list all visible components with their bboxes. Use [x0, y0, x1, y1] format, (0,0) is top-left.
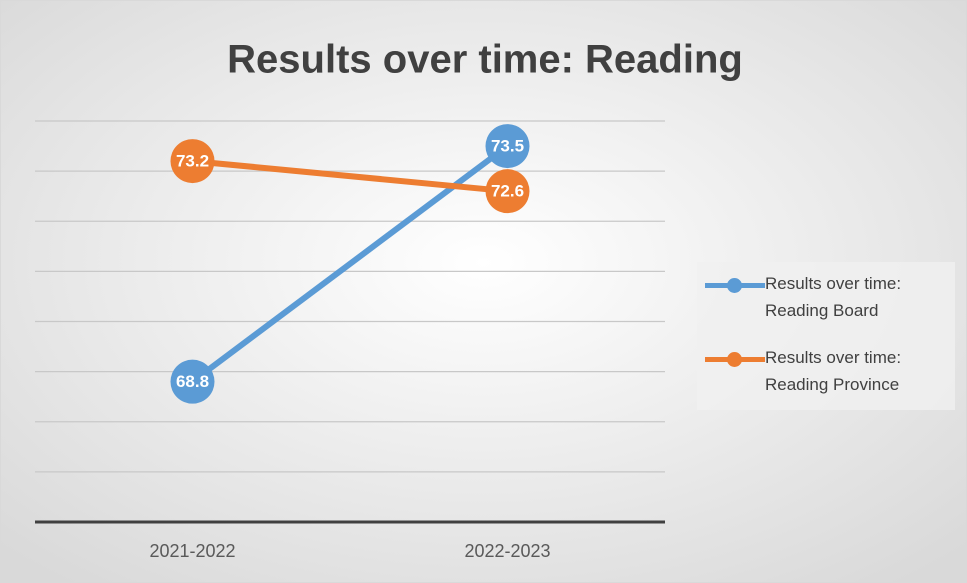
data-label: 73.2: [176, 152, 209, 171]
legend-swatch: [705, 278, 765, 293]
series-line: [192, 158, 508, 195]
data-point: [170, 139, 215, 184]
legend-label: Results over time: Reading Board: [765, 274, 902, 320]
data-label: 68.8: [176, 372, 209, 391]
legend-marker: [727, 278, 742, 293]
legend: Results over time: Reading Board Results …: [697, 262, 955, 410]
legend-label: Results over time: Reading Province: [765, 348, 902, 394]
data-label: 72.6: [491, 182, 524, 201]
data-point: [485, 124, 530, 169]
legend-swatch: [705, 352, 765, 367]
data-point: [485, 169, 530, 214]
chart-title: Results over time: Reading: [227, 38, 743, 82]
data-label: 73.5: [491, 137, 524, 156]
x-tick-label: 2022-2023: [464, 541, 550, 561]
data-point: [170, 359, 215, 404]
x-tick-label: 2021-2022: [149, 541, 235, 561]
legend-marker: [727, 352, 742, 367]
